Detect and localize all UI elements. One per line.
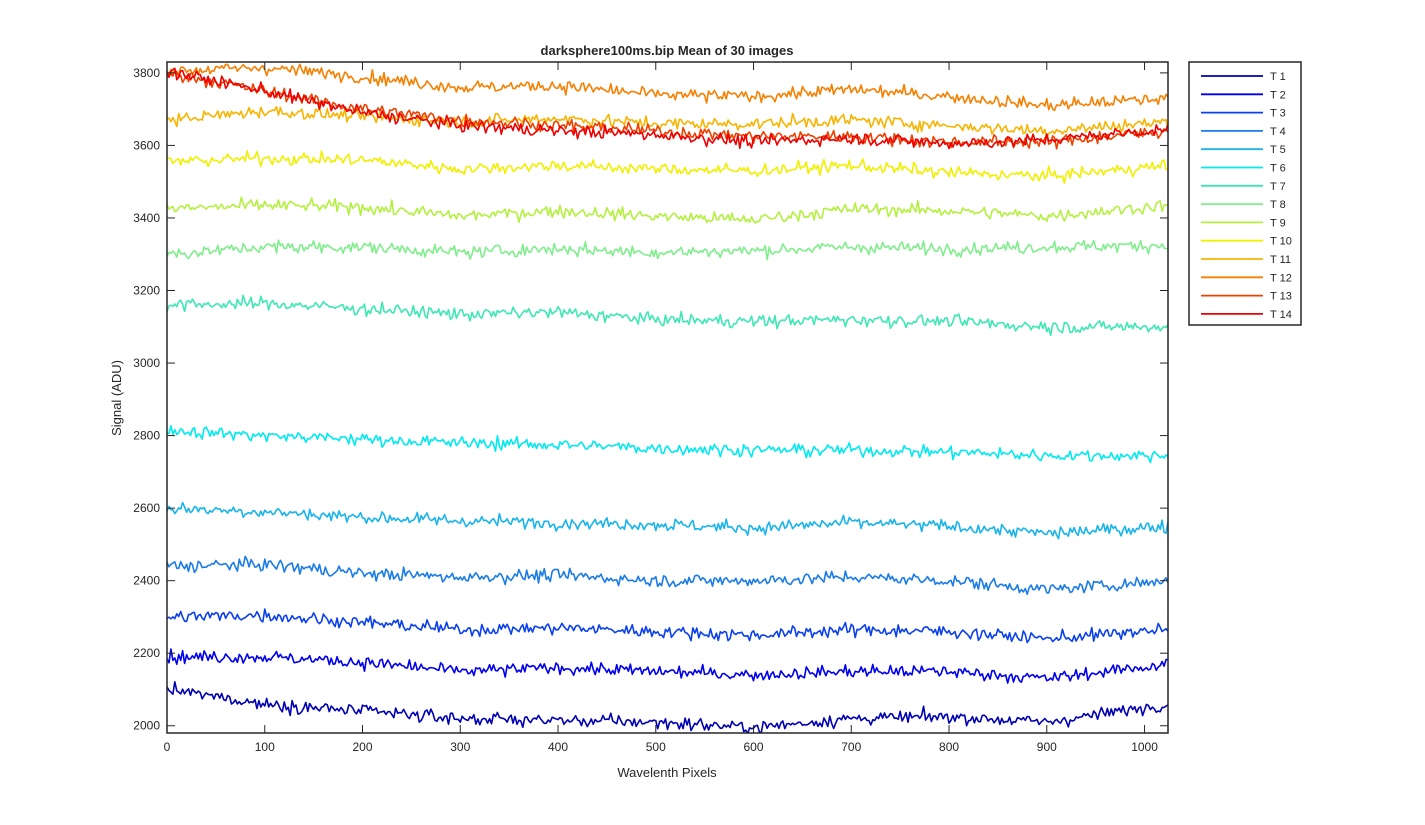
y-tick-label: 2200 — [133, 646, 160, 660]
series-line-t10 — [167, 150, 1168, 184]
x-tick-label: 100 — [255, 740, 275, 754]
legend-label: T 4 — [1270, 126, 1286, 138]
legend-label: T 14 — [1270, 309, 1292, 321]
x-tick-label: 500 — [646, 740, 666, 754]
y-tick-label: 3600 — [133, 138, 160, 152]
x-tick-label: 0 — [164, 740, 171, 754]
y-tick-label: 2600 — [133, 501, 160, 515]
legend-label: T 10 — [1270, 236, 1292, 248]
y-tick-label: 3200 — [133, 284, 160, 298]
x-tick-label: 800 — [939, 740, 959, 754]
chart-title: darksphere100ms.bip Mean of 30 images — [541, 43, 794, 58]
legend-label: T 6 — [1270, 163, 1286, 175]
x-tick-label: 700 — [841, 740, 861, 754]
x-tick-label: 900 — [1037, 740, 1057, 754]
legend-box — [1188, 61, 1302, 326]
series-line-t12 — [167, 63, 1168, 112]
series-line-t9 — [167, 196, 1168, 224]
legend-label: T 11 — [1270, 254, 1291, 266]
y-tick-label: 3800 — [133, 66, 160, 80]
series-line-t2 — [167, 648, 1168, 684]
x-axis-label: Wavelenth Pixels — [617, 765, 717, 780]
series-line-t7 — [167, 294, 1168, 337]
x-tick-label: 200 — [352, 740, 372, 754]
legend-label: T 9 — [1270, 217, 1286, 229]
series-line-t13 — [167, 69, 1168, 150]
legend-label: T 12 — [1270, 272, 1292, 284]
y-tick-label: 2400 — [133, 574, 160, 588]
series-line-t14 — [167, 67, 1168, 150]
series-line-t6 — [167, 425, 1168, 464]
y-tick-label: 3000 — [133, 356, 160, 370]
x-tick-label: 1000 — [1131, 740, 1158, 754]
series-line-t5 — [167, 501, 1168, 540]
y-tick-label: 2800 — [133, 429, 160, 443]
legend-label: T 3 — [1270, 108, 1286, 120]
series-line-t1 — [167, 681, 1168, 733]
legend-label: T 2 — [1270, 89, 1286, 101]
y-axis-label: Signal (ADU) — [109, 360, 124, 436]
x-tick-label: 600 — [744, 740, 764, 754]
y-tick-label: 2000 — [133, 719, 160, 733]
series-line-t8 — [167, 239, 1168, 261]
series-layer — [167, 63, 1168, 733]
legend-label: T 13 — [1270, 291, 1292, 303]
legend: T 1 T 2 T 3 T 4 T 5 T 6 T 7 T 8 T 9 T 10 T 11 T 12 T… — [1201, 71, 1292, 321]
x-tick-label: 300 — [450, 740, 470, 754]
legend-label: T 1 — [1270, 71, 1286, 83]
series-line-t11 — [167, 105, 1168, 139]
series-line-t3 — [167, 608, 1168, 644]
legend-label: T 7 — [1270, 181, 1286, 193]
legend-label: T 8 — [1270, 199, 1286, 211]
axes-box — [166, 61, 1169, 734]
legend-label: T 5 — [1270, 144, 1286, 156]
y-tick-label: 3400 — [133, 211, 160, 225]
x-tick-label: 400 — [548, 740, 568, 754]
tick-layer: 0 100 200 300 400 500 600 700 800 900 1000 2000 2200… — [133, 62, 1168, 754]
series-line-t4 — [167, 555, 1168, 595]
